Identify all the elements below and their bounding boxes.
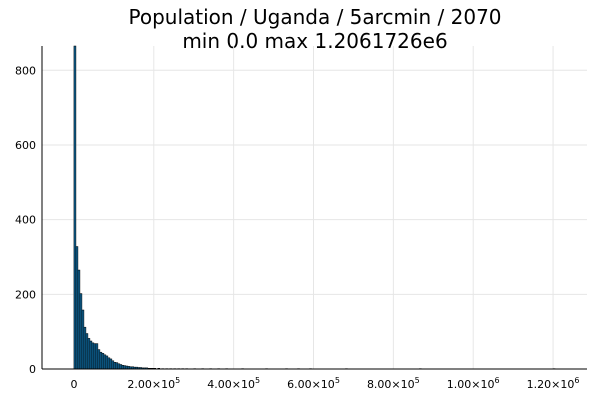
histogram-bar	[103, 354, 107, 370]
histogram-bars	[73, 45, 556, 370]
histogram-bar	[99, 351, 103, 370]
histogram-bar	[107, 357, 111, 370]
histogram-bar	[85, 333, 89, 370]
histogram-bar	[79, 293, 83, 370]
histogram-bar	[93, 343, 97, 370]
histogram-bar	[109, 358, 113, 370]
histogram-bar	[121, 365, 125, 370]
histogram-bar	[73, 45, 77, 370]
histogram-bar	[87, 338, 91, 370]
y-tick-label: 0	[29, 363, 36, 376]
chart-title: Population / Uganda / 5arcmin / 2070	[128, 5, 501, 29]
y-tick-labels: 0 200 400 600 800	[15, 64, 36, 376]
histogram-bar	[117, 363, 121, 370]
histogram-bar	[89, 340, 93, 370]
y-tick-label: 400	[15, 214, 36, 227]
histogram-bar	[75, 246, 79, 370]
histogram-bar	[101, 353, 105, 370]
histogram-bar	[123, 365, 127, 370]
histogram-bar	[81, 309, 85, 370]
histogram-bar	[113, 362, 117, 370]
axes	[41, 46, 587, 370]
x-tick-labels: 0 2.00×105 4.00×105 6.00×105 8.00×105 1.00×10…	[70, 376, 579, 391]
y-tick-label: 800	[15, 64, 36, 77]
chart-subtitle: min 0.0 max 1.2061726e6	[182, 29, 447, 53]
histogram-bar	[111, 360, 115, 370]
histogram-bar	[97, 349, 101, 370]
x-tick-label: 0	[70, 378, 77, 391]
histogram-bar	[83, 326, 87, 370]
histogram-bar	[91, 342, 95, 370]
x-tick-label: 2.00×105	[127, 376, 180, 391]
y-tick-label: 200	[15, 288, 36, 301]
histogram-bar	[95, 343, 99, 370]
histogram-bar	[77, 269, 81, 370]
grid-lines	[42, 46, 587, 370]
x-tick-label: 1.20×106	[527, 376, 580, 391]
x-tick-label: 6.00×105	[287, 376, 340, 391]
histogram-bar	[119, 364, 123, 370]
x-tick-label: 4.00×105	[207, 376, 260, 391]
x-tick-label: 8.00×105	[367, 376, 420, 391]
histogram-bar	[115, 362, 119, 370]
y-tick-label: 600	[15, 139, 36, 152]
x-tick-label: 1.00×106	[447, 376, 500, 391]
histogram-bar	[105, 355, 109, 370]
